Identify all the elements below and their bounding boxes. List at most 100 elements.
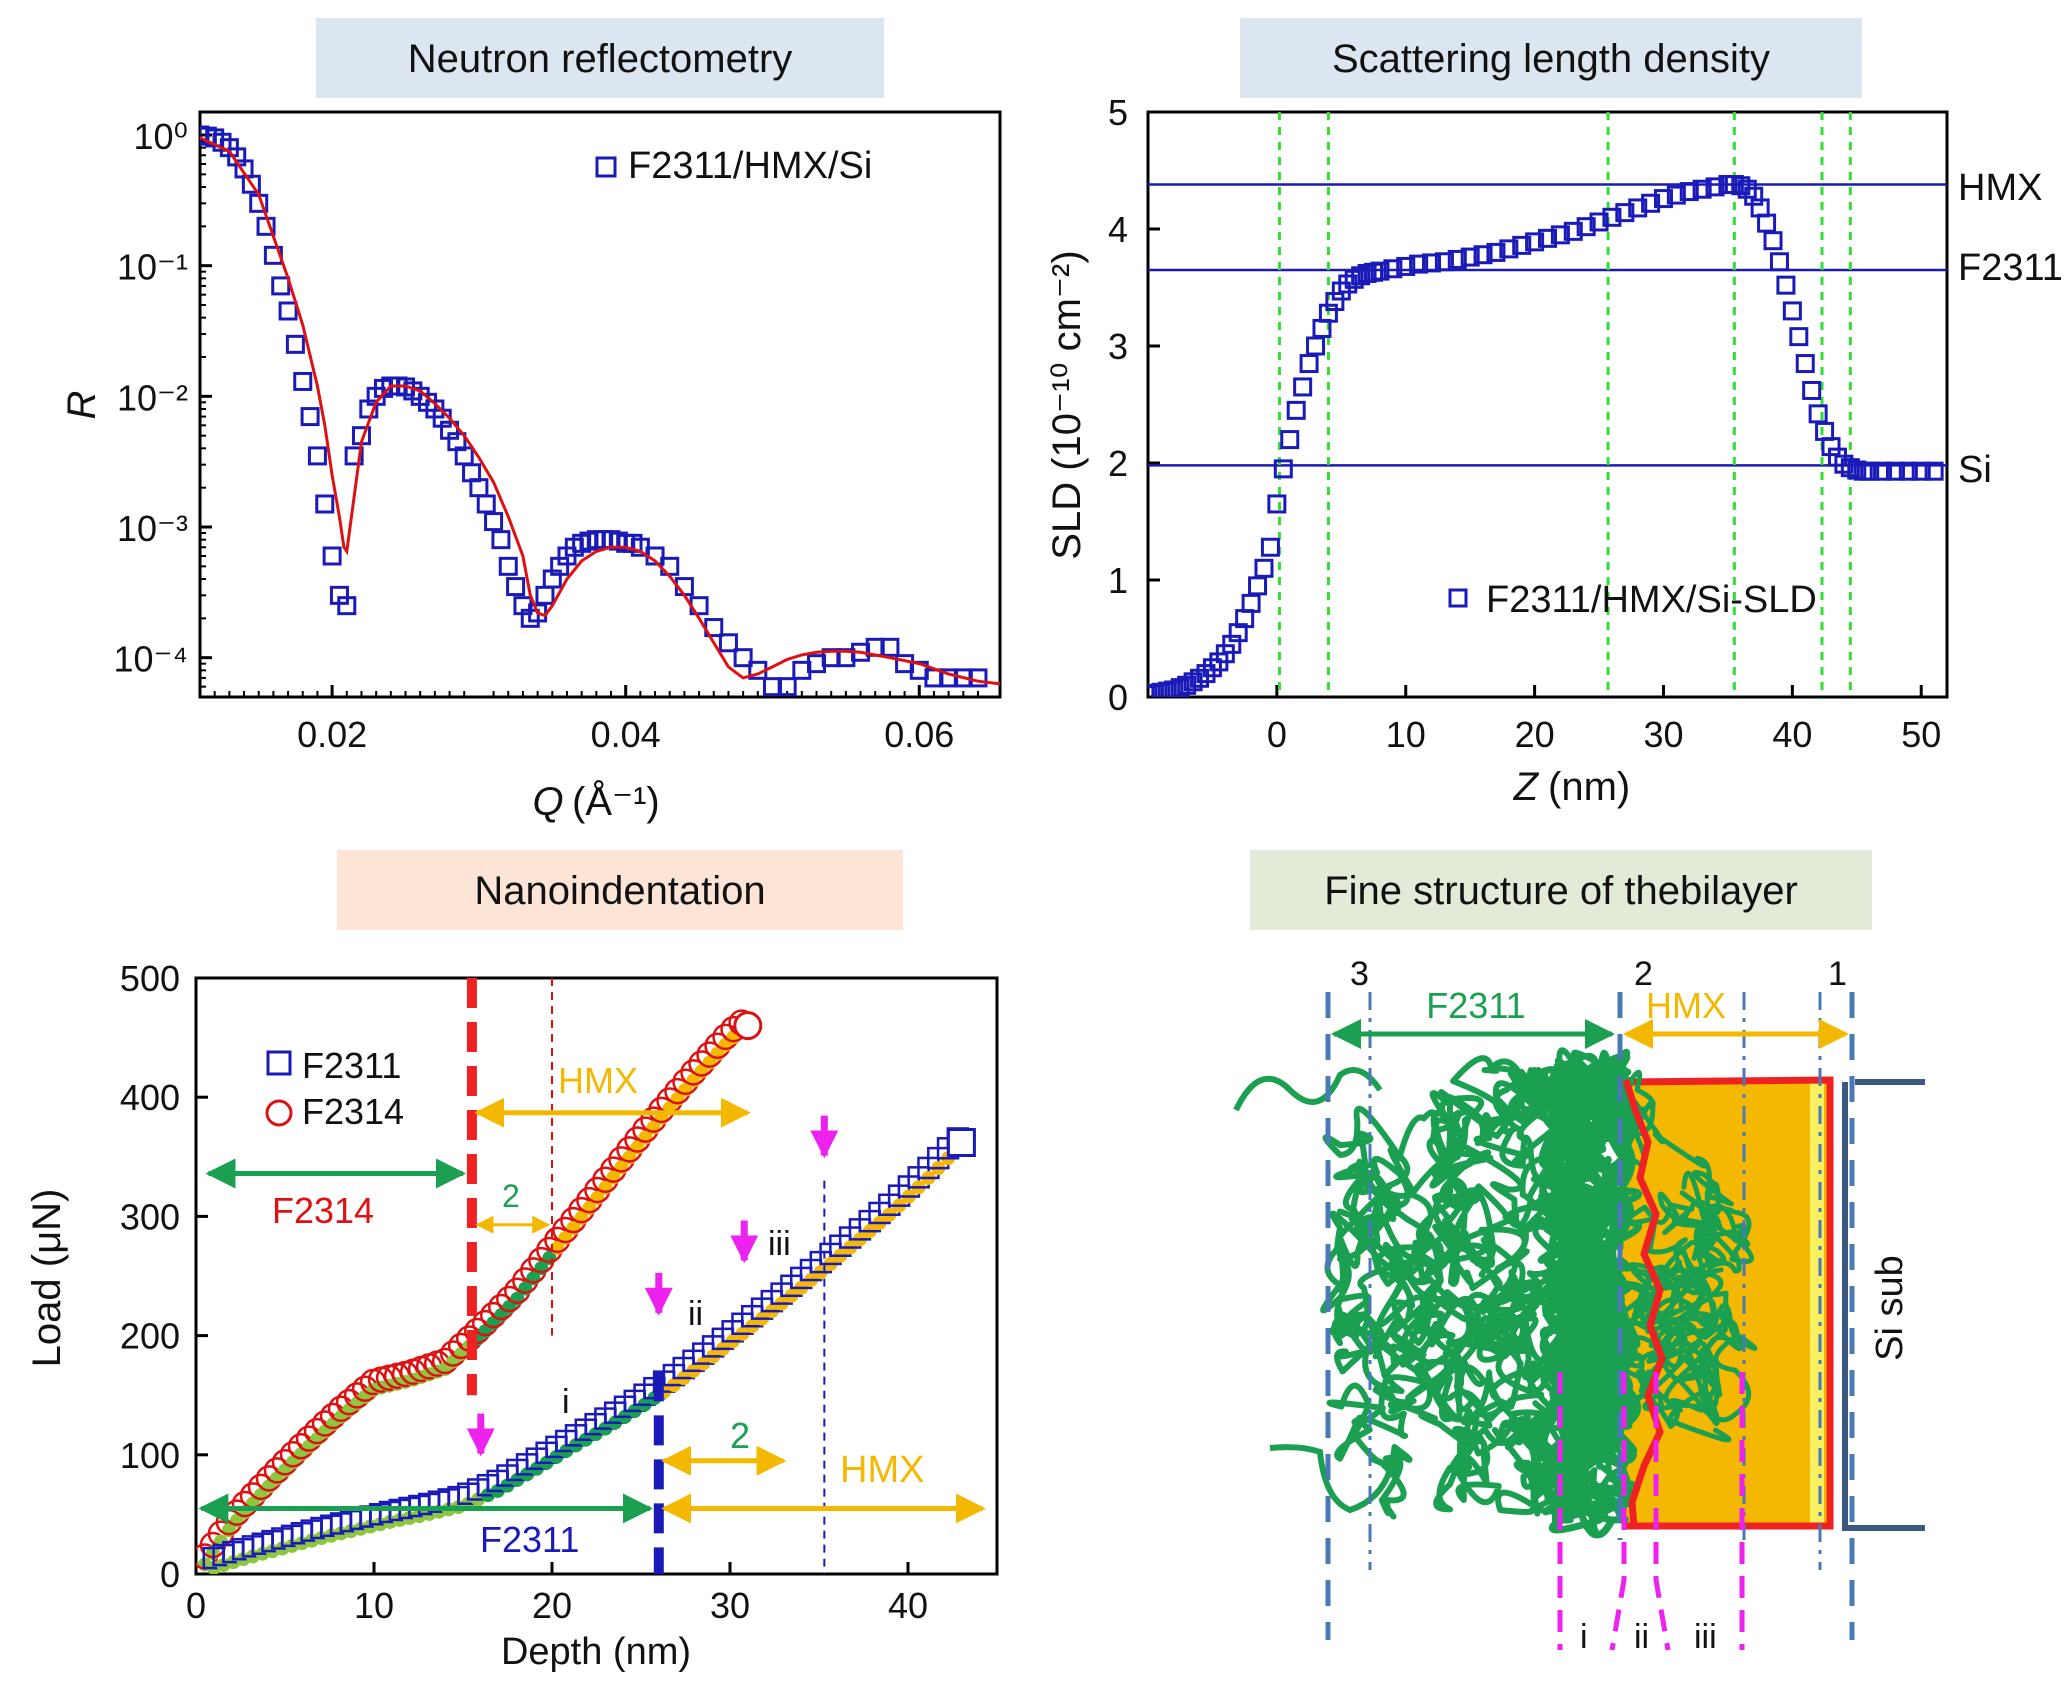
- panel-header: Fine structure of thebilayer: [1324, 869, 1798, 913]
- data-point: [1486, 242, 1506, 262]
- data-point: [880, 637, 900, 657]
- x-tick-label: 10: [1386, 714, 1426, 755]
- x-tick-label: 50: [1901, 714, 1941, 755]
- y-tick-label: 2: [1108, 443, 1128, 484]
- data-point: [1473, 245, 1493, 265]
- label-f2314: F2314: [272, 1190, 374, 1231]
- polymer-chain: [1322, 1105, 1538, 1374]
- polymer-chain: [1431, 1269, 1600, 1457]
- data-point: [1705, 177, 1725, 197]
- data-point: [1260, 537, 1280, 557]
- y-axis-label: R: [60, 391, 104, 420]
- polymer-chain-tail: [1233, 1067, 1383, 1112]
- label-iii: iii: [1694, 1618, 1717, 1656]
- label-1: 1: [1828, 955, 1847, 993]
- panel-header: Neutron reflectometry: [408, 37, 793, 81]
- y-tick-label: 10⁻³: [117, 508, 188, 549]
- y-tick-label: 1: [1108, 560, 1128, 601]
- legend-marker: [1448, 588, 1468, 608]
- panel-header-box: [1250, 850, 1872, 930]
- panel-header-box: [337, 850, 903, 930]
- data-point: [1538, 228, 1557, 248]
- y-tick-label: 400: [120, 1077, 180, 1118]
- plot-frame: [198, 110, 1002, 699]
- interface-strip: [1810, 1082, 1824, 1526]
- data-point: [322, 546, 342, 566]
- data-point: [1666, 185, 1686, 205]
- data-point: [1763, 231, 1783, 251]
- data-point: [1202, 658, 1222, 678]
- data-point: [1873, 461, 1893, 481]
- x-axis-label-q: Q: [532, 780, 563, 824]
- region-ii-line-left: [1609, 1372, 1627, 1651]
- polymer-chains: [1233, 1047, 1758, 1539]
- data-point: [1789, 327, 1809, 347]
- data-point: [1344, 269, 1364, 289]
- x-tick-label: 0.04: [591, 714, 661, 755]
- data-point: [1228, 623, 1248, 643]
- label-hmx-bottom: HMX: [840, 1449, 924, 1491]
- x-axis-label-unit: (Å⁻¹): [572, 779, 660, 824]
- x-tick-label: 0.02: [297, 714, 367, 755]
- label-2: 2: [1634, 955, 1653, 993]
- data-point: [1434, 252, 1454, 272]
- legend-label-f2311: F2311: [302, 1045, 401, 1086]
- panel-header: Nanoindentation: [474, 869, 765, 913]
- data-point: [1241, 593, 1261, 613]
- x-tick-label: 40: [1772, 714, 1812, 755]
- legend-label: F2311/HMX/Si-SLD: [1486, 579, 1817, 621]
- data-point: [476, 494, 496, 514]
- y-tick-label: 10⁰: [134, 116, 188, 157]
- y-tick-label: 10⁻²: [117, 377, 188, 418]
- y-axis-label: SLD (10⁻¹⁰ cm⁻²): [1045, 250, 1089, 559]
- data-point: [1628, 198, 1648, 218]
- data-point: [1834, 454, 1854, 474]
- x-tick-label: 40: [888, 1585, 928, 1626]
- data-point: [491, 530, 511, 550]
- data-point: [337, 596, 357, 616]
- region-ii-line-right: [1653, 1372, 1671, 1651]
- data-point: [1273, 459, 1293, 479]
- label-f2311: F2311: [480, 1519, 579, 1560]
- x-tick-label: 20: [532, 1585, 572, 1626]
- y-tick-label: 5: [1108, 92, 1128, 133]
- y-tick-label: 500: [120, 958, 180, 999]
- data-point: [1744, 186, 1764, 206]
- x-axis-label-z: Z: [1513, 765, 1540, 809]
- data-point: [1731, 176, 1751, 196]
- y-tick-label: 0: [1108, 677, 1128, 718]
- data-point: [1299, 354, 1319, 374]
- data-point: [300, 407, 320, 427]
- plot-frame: [1146, 110, 1949, 699]
- data-point: [241, 174, 261, 194]
- label-hmx-top: HMX: [558, 1060, 638, 1101]
- data-point: [1815, 421, 1835, 441]
- legend-label: F2311/HMX/Si: [628, 145, 872, 187]
- data-point: [1615, 203, 1635, 223]
- data-point: [1306, 336, 1326, 356]
- data-point: [1196, 664, 1216, 684]
- data-point: [1254, 558, 1274, 578]
- plot-area: [200, 125, 1000, 697]
- label-i: i: [1580, 1618, 1588, 1656]
- data-point: [1293, 377, 1313, 397]
- data-point: [1550, 225, 1570, 245]
- polymer-chain: [1540, 1263, 1636, 1464]
- y-axis-label: Load (μN): [25, 1189, 69, 1368]
- polymer-chain-tail: [1269, 1444, 1393, 1514]
- data-point: [1409, 254, 1429, 274]
- label-si-sub: Si sub: [1869, 1255, 1911, 1361]
- label-2-top: 2: [502, 1178, 520, 1214]
- data-point: [1776, 275, 1796, 295]
- data-point: [1653, 189, 1673, 209]
- polymer-chain: [1640, 1246, 1752, 1443]
- axes: 0 10 20 30 40 50 0 1 2 3 4 5: [1108, 92, 1941, 755]
- data-point: [1525, 232, 1545, 252]
- data-point: [1911, 461, 1931, 481]
- polymer-chain: [1612, 1069, 1754, 1274]
- data-point: [1563, 221, 1583, 241]
- data-point: [307, 446, 327, 466]
- panel-header-box: [1240, 18, 1862, 98]
- label-ii: ii: [688, 1295, 703, 1333]
- x-tick-label: 0: [186, 1585, 206, 1626]
